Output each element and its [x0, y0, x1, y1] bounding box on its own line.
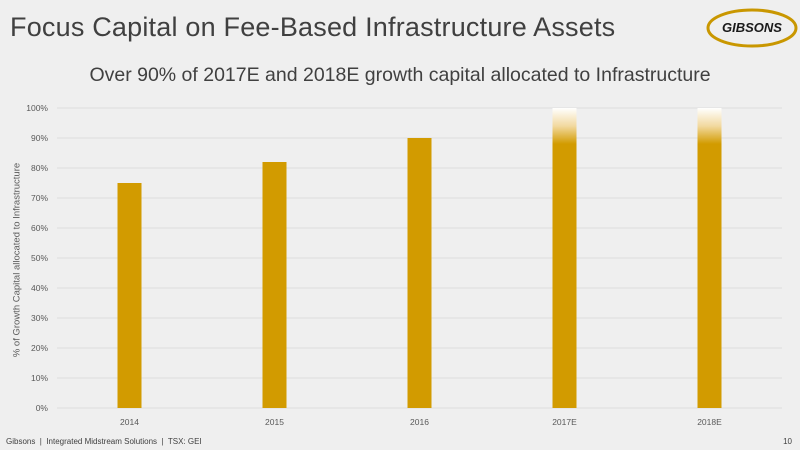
x-tick-label: 2014 [120, 417, 139, 427]
x-tick-label: 2016 [410, 417, 429, 427]
x-tick-label: 2018E [697, 417, 722, 427]
bar-2015 [262, 162, 287, 408]
y-tick-labels: 0% 10% 20% 30% 40% 50% 60% 70% 80% 90% 100% [26, 103, 48, 413]
x-tick-label: 2015 [265, 417, 284, 427]
svg-text:GIBSONS: GIBSONS [722, 20, 782, 35]
y-tick-label: 50% [31, 253, 48, 263]
y-tick-label: 40% [31, 283, 48, 293]
x-tick-label: 2017E [552, 417, 577, 427]
chart-title: Over 90% of 2017E and 2018E growth capit… [89, 64, 711, 86]
y-tick-label: 60% [31, 223, 48, 233]
bar-2018e [697, 108, 722, 408]
y-tick-label: 10% [31, 373, 48, 383]
bar-2016 [407, 138, 432, 408]
y-tick-label: 30% [31, 313, 48, 323]
bar-2017e [552, 108, 577, 408]
y-tick-label: 100% [26, 103, 48, 113]
y-tick-label: 80% [31, 163, 48, 173]
gibsons-logo: GIBSONS [706, 8, 798, 48]
bar-2014 [117, 183, 142, 408]
y-tick-label: 90% [31, 133, 48, 143]
page-number: 10 [783, 437, 792, 446]
page-title: Focus Capital on Fee-Based Infrastructur… [10, 12, 616, 42]
x-tick-labels: 2014 2015 2016 2017E 2018E [120, 417, 722, 427]
y-tick-label: 0% [36, 403, 49, 413]
y-tick-label: 20% [31, 343, 48, 353]
footer-text: Gibsons | Integrated Midstream Solutions… [6, 437, 202, 446]
y-tick-label: 70% [31, 193, 48, 203]
bars [117, 108, 722, 408]
